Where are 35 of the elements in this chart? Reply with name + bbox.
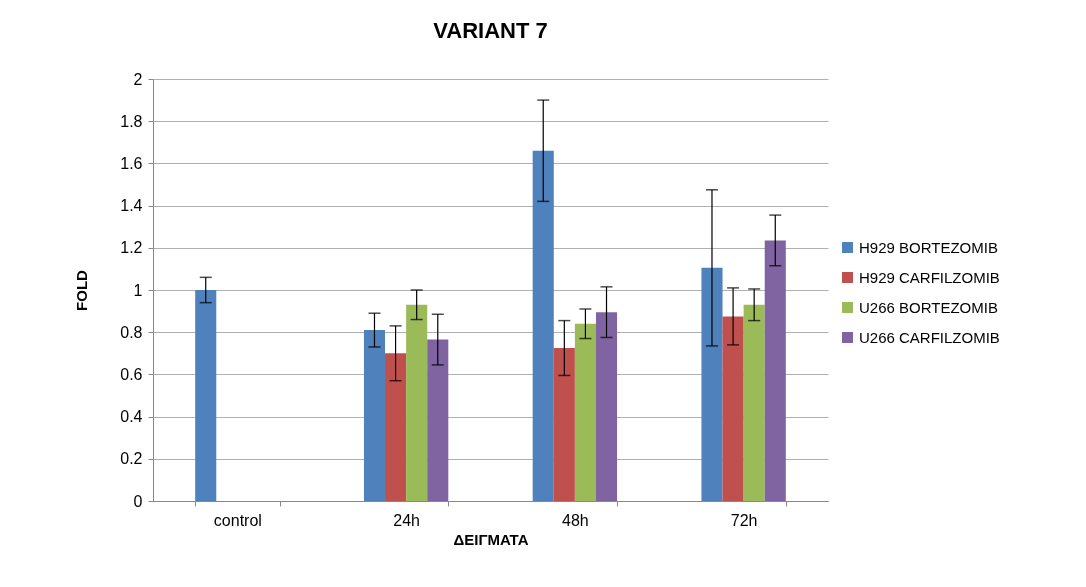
bar	[764, 240, 786, 501]
x-axis-title: ΔΕΙΓΜΑΤΑ	[453, 530, 529, 548]
legend-label: U266 BORTEZOMIB	[859, 298, 998, 316]
bar	[574, 323, 596, 501]
y-tick-label: 0.6	[120, 365, 143, 383]
x-tick-label: 48h	[562, 511, 589, 529]
y-tick-label: 0.2	[120, 450, 143, 468]
y-tick-label: 1.8	[120, 112, 143, 130]
y-tick-label: 1.6	[120, 154, 143, 172]
y-tick-label: 1.4	[120, 197, 143, 215]
y-tick-label: 2	[133, 70, 143, 88]
x-tick-label: control	[213, 511, 262, 529]
y-tick-label: 1	[133, 281, 143, 299]
y-tick-label: 0	[133, 492, 143, 510]
legend-label: U266 CARFILZOMIB	[859, 328, 1000, 346]
legend-label: H929 BORTEZOMIB	[859, 238, 998, 256]
legend-label: H929 CARFILZOMIB	[859, 268, 1000, 286]
x-tick-label: 24h	[393, 511, 420, 529]
x-tick-label: 72h	[730, 511, 758, 529]
bar	[406, 304, 428, 501]
bar	[553, 348, 575, 501]
chart-title: VARIANT 7	[433, 18, 548, 43]
y-tick-label: 1.2	[120, 239, 143, 257]
bar	[595, 312, 618, 501]
bar	[743, 304, 765, 501]
bar	[195, 290, 217, 501]
bar	[701, 267, 723, 501]
bar	[427, 339, 449, 501]
bar	[532, 150, 554, 501]
bar	[385, 353, 407, 501]
bar	[722, 316, 744, 501]
bar	[363, 330, 386, 501]
y-tick-label: 0.8	[120, 323, 143, 341]
y-axis-title: FOLD	[73, 269, 91, 311]
y-tick-label: 0.4	[120, 408, 143, 426]
